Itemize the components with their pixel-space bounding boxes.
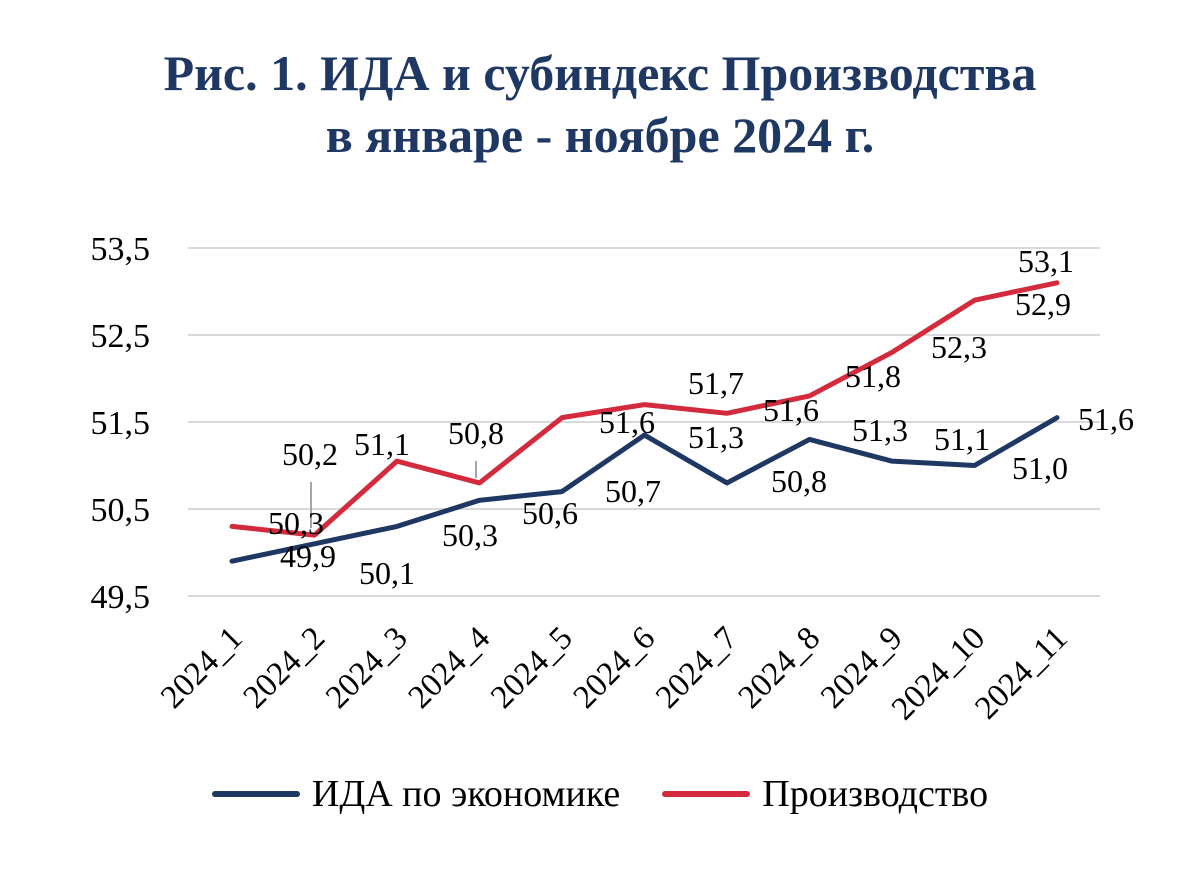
- data-label-production: 51,6: [763, 392, 819, 428]
- data-label-ida: 49,9: [280, 538, 336, 574]
- data-label-ida: 51,0: [1012, 450, 1068, 486]
- data-labels: 49,9 50,1 50,3 50,6 50,7 51,3 50,8 51,3 51,1 51,0…: [268, 243, 1134, 591]
- x-tick-label: 2024_3: [319, 620, 414, 715]
- data-label-ida: 50,3: [442, 517, 498, 553]
- gridlines: [188, 247, 1100, 597]
- legend: ИДА по экономике Производство: [0, 772, 1200, 816]
- y-tick-label: 52,5: [91, 318, 151, 355]
- data-label-production: 51,7: [688, 365, 744, 401]
- data-label-production: 52,3: [931, 329, 987, 365]
- chart-title-line1: Рис. 1. ИДА и субиндекс Производства: [163, 45, 1037, 101]
- data-label-ida: 51,6: [1078, 401, 1134, 437]
- data-label-production: 51,8: [845, 358, 901, 394]
- chart-title-line2: в январе - ноябре 2024 г.: [325, 107, 875, 163]
- data-label-ida: 51,3: [688, 419, 744, 455]
- legend-item-production: Производство: [662, 772, 988, 816]
- x-tick-label: 2024_7: [649, 620, 744, 715]
- series-line-ida: [229, 415, 1060, 564]
- series-line-production: [229, 280, 1060, 538]
- data-label-ida: 51,3: [852, 412, 908, 448]
- x-tick-label: 2024_6: [567, 620, 662, 715]
- y-tick-label: 53,5: [91, 231, 151, 268]
- legend-swatch-ida: [211, 791, 300, 797]
- data-label-production: 53,1: [1018, 243, 1074, 279]
- data-label-production: 50,8: [448, 415, 504, 451]
- data-label-ida: 50,8: [771, 463, 827, 499]
- x-tick-label: 2024_8: [732, 620, 827, 715]
- legend-label-production: Производство: [762, 773, 989, 815]
- y-tick-label: 51,5: [91, 405, 151, 442]
- x-tick-label: 2024_1: [154, 620, 249, 715]
- series-lines: [229, 280, 1060, 564]
- data-label-production: 50,3: [268, 505, 324, 541]
- legend-swatch-production: [662, 791, 751, 797]
- x-tick-label: 2024_4: [402, 620, 497, 715]
- data-label-ida: 50,7: [605, 473, 661, 509]
- data-label-production: 52,9: [1015, 286, 1071, 322]
- data-label-production: 51,1: [354, 426, 410, 462]
- x-tick-label: 2024_10: [885, 620, 992, 727]
- x-tick-label: 2024_11: [968, 620, 1074, 726]
- y-axis-labels: 49,5 50,5 51,5 52,5 53,5: [91, 231, 151, 616]
- data-label-ida: 50,1: [359, 555, 415, 591]
- x-tick-label: 2024_5: [484, 620, 579, 715]
- legend-label-ida: ИДА по экономике: [311, 773, 621, 815]
- legend-item-ida: ИДА по экономике: [211, 772, 621, 816]
- data-label-ida: 51,1: [934, 421, 990, 457]
- data-label-ida: 50,6: [522, 495, 578, 531]
- x-axis-labels: 2024_12024_22024_32024_42024_52024_62024…: [154, 620, 1074, 727]
- chart-title: Рис. 1. ИДА и субиндекс Производства в я…: [0, 42, 1200, 166]
- y-tick-label: 49,5: [91, 579, 151, 616]
- data-label-production: 51,6: [599, 404, 655, 440]
- y-tick-label: 50,5: [91, 492, 151, 529]
- x-tick-label: 2024_2: [237, 620, 332, 715]
- data-label-production: 50,2: [282, 436, 338, 472]
